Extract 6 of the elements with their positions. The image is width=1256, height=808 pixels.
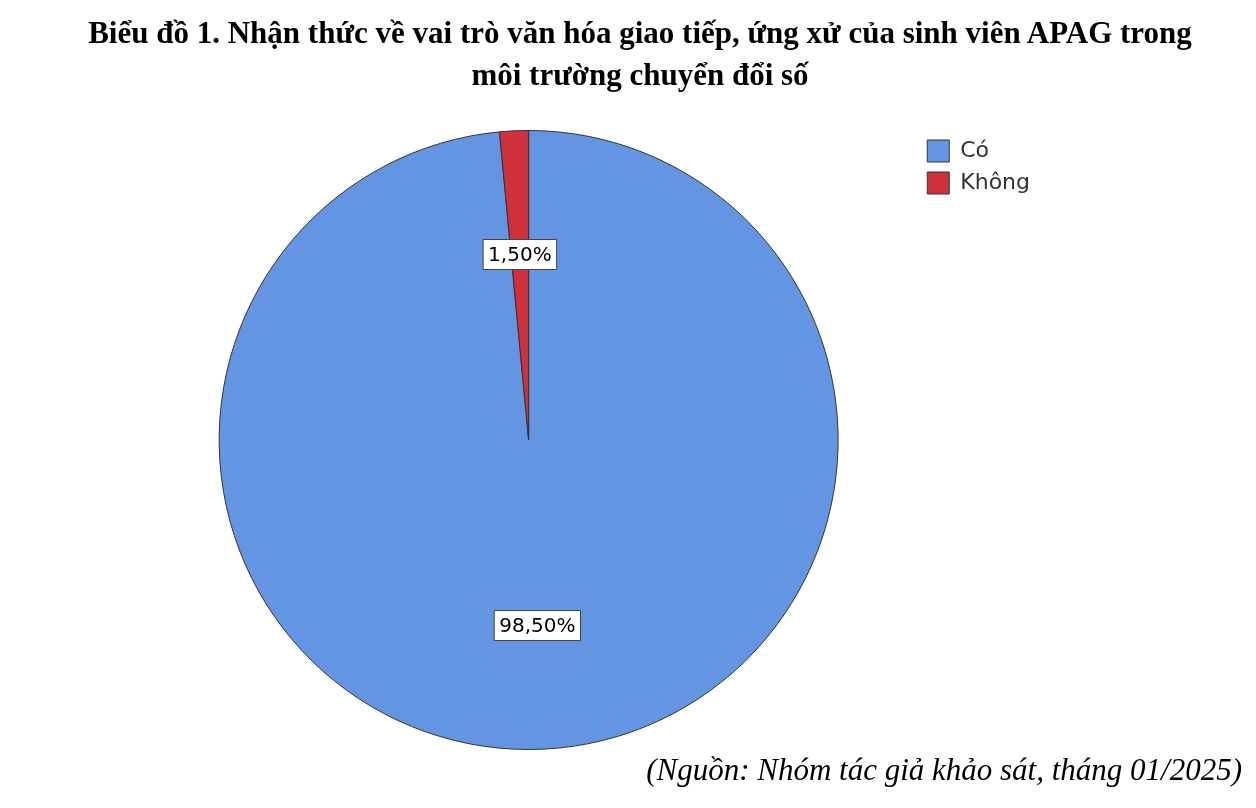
chart-title: Biểu đồ 1. Nhận thức về vai trò văn hóa giao tiếp, ứng xử của sinh viên APAG trong môi trường chuyển đổi số <box>87 14 1193 94</box>
legend-label: Không <box>960 168 1031 194</box>
data-label: 98,50% <box>499 612 576 637</box>
text: (Nguồn: Nhóm tác giả khảo sát, tháng 01/2025) <box>646 752 1242 788</box>
data-label: 1,50% <box>488 241 552 266</box>
legend-label: Có <box>960 136 990 162</box>
